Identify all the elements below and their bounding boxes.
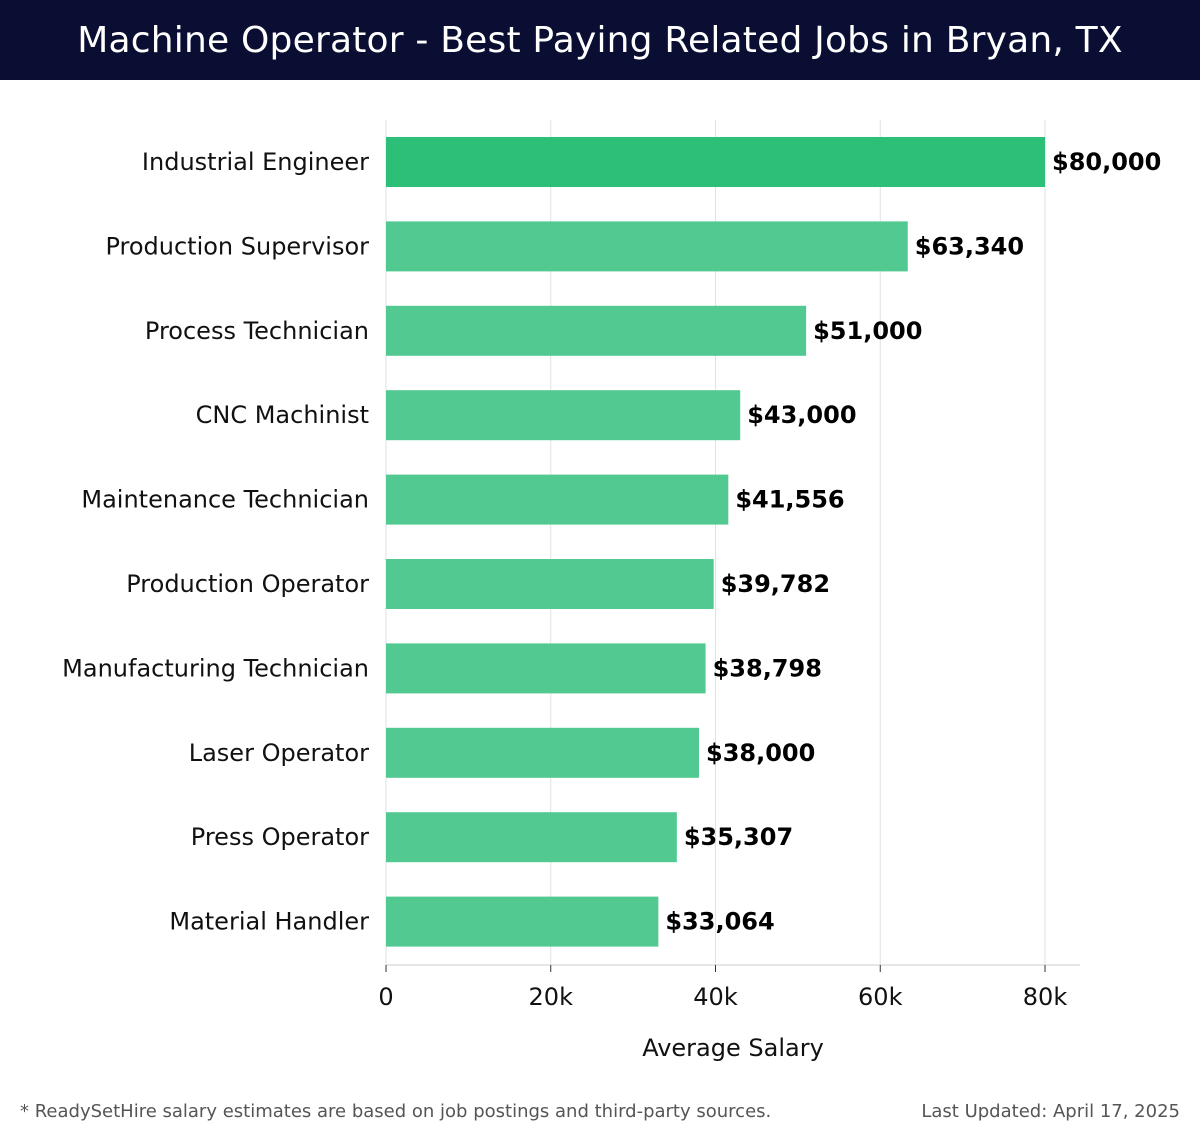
chart-title: Machine Operator - Best Paying Related J… <box>77 19 1123 61</box>
bar-value-label: $63,340 <box>915 232 1024 260</box>
bar <box>386 305 807 356</box>
bar-chart: 0 20k 40k 60k 80k Average Salary Industrial En… <box>62 120 1161 1062</box>
bar <box>386 137 1045 187</box>
bar <box>386 727 700 778</box>
category-label: Industrial Engineer <box>142 148 369 176</box>
x-tick-label: 0 <box>378 983 393 1011</box>
bar-value-label: $80,000 <box>1052 148 1161 176</box>
bar-value-label: $33,064 <box>665 908 774 936</box>
title-bar: Machine Operator - Best Paying Related J… <box>0 0 1200 80</box>
x-tick-label: 60k <box>858 983 903 1011</box>
bar-value-label: $39,782 <box>721 570 830 598</box>
x-axis-label: Average Salary <box>642 1034 824 1062</box>
x-tick-label: 80k <box>1023 983 1068 1011</box>
bar <box>386 221 908 272</box>
bar <box>386 474 729 525</box>
bar-value-label: $51,000 <box>813 317 922 345</box>
category-label: Laser Operator <box>189 739 369 767</box>
bar <box>386 643 706 694</box>
bar-value-label: $43,000 <box>747 401 856 429</box>
category-label: Production Supervisor <box>105 232 369 260</box>
footer-note: * ReadySetHire salary estimates are base… <box>20 1101 772 1122</box>
bar-value-label: $41,556 <box>735 486 844 514</box>
bar-value-label: $35,307 <box>684 823 793 851</box>
category-label: Maintenance Technician <box>81 486 369 514</box>
bar-value-label: $38,798 <box>713 654 822 682</box>
category-label: Manufacturing Technician <box>62 654 369 682</box>
category-label: Production Operator <box>126 570 369 598</box>
category-label: Material Handler <box>169 908 369 936</box>
x-tick-label: 20k <box>529 983 574 1011</box>
bar <box>386 812 677 863</box>
x-tick-label: 40k <box>693 983 738 1011</box>
bar-value-label: $38,000 <box>706 739 815 767</box>
bar <box>386 390 741 441</box>
last-updated: Last Updated: April 17, 2025 <box>921 1101 1180 1122</box>
category-label: CNC Machinist <box>196 401 369 429</box>
category-label: Process Technician <box>145 317 369 345</box>
bar <box>386 559 714 609</box>
category-label: Press Operator <box>191 823 369 851</box>
bar <box>386 896 659 947</box>
